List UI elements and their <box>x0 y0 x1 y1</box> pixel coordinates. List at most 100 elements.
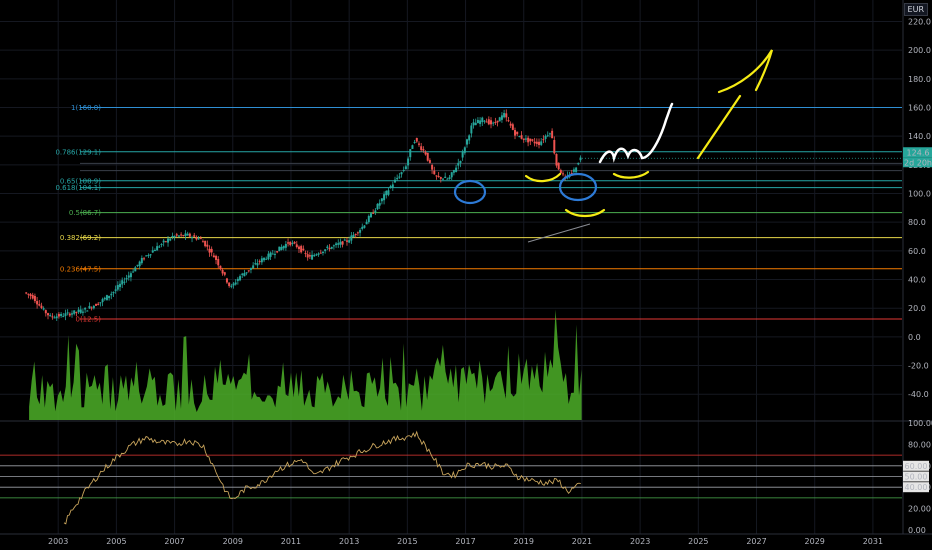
candle-body <box>175 234 178 236</box>
candle-body <box>369 213 372 218</box>
candle-body <box>295 244 298 248</box>
x-tick-label: 2017 <box>455 537 475 546</box>
annotation-smile-2 <box>612 170 650 179</box>
candle-body <box>509 123 512 126</box>
candle-body <box>215 255 218 261</box>
candle-body <box>400 172 403 175</box>
x-tick-label: 2007 <box>164 537 184 546</box>
candle-body <box>483 120 486 122</box>
candle-body <box>105 295 108 301</box>
candle-body <box>186 233 189 236</box>
y-tick-label: 60.0 <box>908 247 926 256</box>
candle-body <box>210 248 213 253</box>
candle-body <box>356 232 359 234</box>
candle-body <box>90 307 93 309</box>
x-tick-label: 2003 <box>48 537 68 546</box>
candle-body <box>273 253 276 255</box>
countdown-badge-text: 2d 20h <box>904 158 932 167</box>
candle-body <box>359 230 362 233</box>
candle-body <box>393 179 396 183</box>
candle-body <box>474 122 477 126</box>
candle-body <box>136 264 139 266</box>
candle-body <box>60 313 63 316</box>
candle-body <box>140 257 143 264</box>
candle-body <box>125 278 128 280</box>
candle-body <box>411 145 414 149</box>
rsi-level-badge <box>903 460 929 471</box>
candle-body <box>182 235 185 237</box>
candle-body <box>265 258 268 260</box>
candle-body <box>282 245 285 249</box>
candle-body <box>256 263 259 266</box>
candle-body <box>417 143 420 145</box>
candle-body <box>304 252 307 254</box>
candle-body <box>260 258 263 263</box>
candle-body <box>230 285 233 287</box>
candle-body <box>350 235 353 241</box>
candle-body <box>119 283 122 288</box>
annotation-circle-2 <box>558 172 598 202</box>
candle-body <box>559 170 562 174</box>
candle-body <box>354 234 357 236</box>
candle-body <box>520 135 523 139</box>
candle-body <box>572 169 575 172</box>
candle-body <box>71 313 74 315</box>
candle-body <box>557 162 560 170</box>
candle-body <box>73 310 76 314</box>
x-tick-label: 2013 <box>339 537 359 546</box>
candle-body <box>177 235 180 237</box>
candle-body <box>387 190 390 195</box>
candlestick-series <box>25 109 902 321</box>
candle-body <box>481 117 484 123</box>
candle-body <box>372 212 375 214</box>
candle-body <box>341 241 344 245</box>
rsi-line <box>63 430 581 525</box>
candle-body <box>47 313 50 316</box>
candle-body <box>171 236 174 238</box>
candle-body <box>300 246 303 253</box>
rsi-level-badge <box>903 482 929 493</box>
candle-body <box>143 258 146 260</box>
y-tick-label: 140.0 <box>908 132 931 141</box>
candle-body <box>241 273 244 275</box>
candle-body <box>402 169 405 171</box>
candle-body <box>263 257 266 261</box>
y-tick-label: 220.0 <box>908 18 931 27</box>
fib-level-label: 1(160.0) <box>71 104 101 112</box>
candle-body <box>533 141 536 144</box>
candle-body <box>514 130 517 136</box>
fib-level-label: 0.236(47.5) <box>60 265 101 273</box>
candle-body <box>44 310 47 314</box>
hand-drawn-annotations <box>453 49 774 243</box>
candle-body <box>167 238 170 243</box>
candle-body <box>470 125 473 134</box>
candle-body <box>457 162 460 166</box>
candle-body <box>284 243 287 248</box>
candle-body <box>77 309 80 312</box>
candle-body <box>485 121 488 123</box>
candle-body <box>195 237 198 240</box>
candle-body <box>324 249 327 252</box>
candle-body <box>212 255 215 258</box>
candle-body <box>420 146 423 150</box>
x-tick-label: 2011 <box>281 537 301 546</box>
candle-body <box>527 137 530 143</box>
candle-body <box>92 305 95 309</box>
x-tick-label: 2023 <box>630 537 650 546</box>
candle-body <box>42 308 45 310</box>
candle-body <box>345 240 348 242</box>
candle-body <box>153 250 156 252</box>
candle-body <box>293 242 296 244</box>
candle-body <box>444 176 447 178</box>
candle-body <box>297 246 300 250</box>
candle-body <box>452 169 455 173</box>
candle-body <box>40 305 43 308</box>
candle-body <box>147 255 150 257</box>
y-tick-label: 80.0 <box>908 218 926 227</box>
currency-label[interactable]: EUR <box>903 3 928 16</box>
fibonacci-levels: 1(160.0) 0.786(129.1) 0.65(108.9)0.618(104… <box>55 104 902 323</box>
candle-body <box>68 313 71 316</box>
candle-body <box>276 251 279 253</box>
fib-level-label: 0(12.5) <box>75 315 101 323</box>
